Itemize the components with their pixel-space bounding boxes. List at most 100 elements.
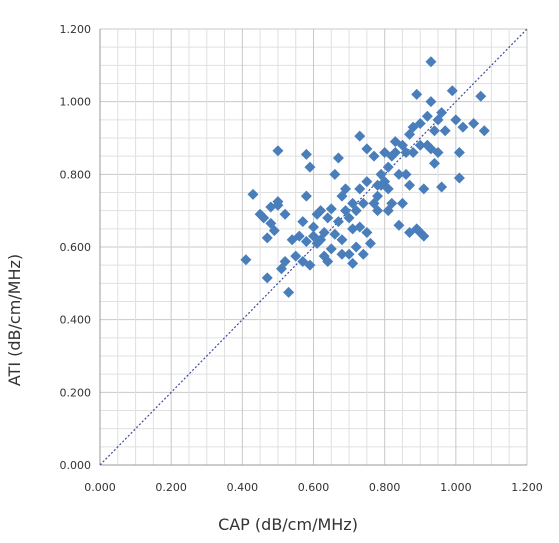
data-point xyxy=(404,179,416,191)
x-tick-label: 0.000 xyxy=(84,481,116,494)
y-tick-label: 1.000 xyxy=(60,96,92,109)
data-point xyxy=(340,183,352,195)
data-point xyxy=(354,183,366,195)
data-point xyxy=(336,234,348,246)
data-point xyxy=(329,228,341,240)
data-point xyxy=(411,88,423,100)
data-point xyxy=(268,225,280,237)
data-point xyxy=(428,157,440,169)
data-point xyxy=(436,107,448,119)
data-point xyxy=(322,256,334,268)
x-tick-label: 0.600 xyxy=(298,481,330,494)
data-point xyxy=(293,230,305,242)
data-points xyxy=(240,56,490,298)
data-point xyxy=(343,212,355,224)
data-point xyxy=(368,150,380,162)
y-tick-label: 0.600 xyxy=(60,241,92,254)
data-point xyxy=(258,212,270,224)
data-point xyxy=(382,183,394,195)
data-point xyxy=(318,226,330,238)
data-point xyxy=(453,147,465,159)
data-point xyxy=(425,96,437,108)
data-point xyxy=(446,85,458,97)
y-axis-ticks: 0.000 0.200 0.400 0.600 0.800 1.000 1.200 xyxy=(60,23,92,472)
data-point xyxy=(261,272,273,284)
data-point xyxy=(322,212,334,224)
x-tick-label: 0.400 xyxy=(227,481,259,494)
data-point xyxy=(372,205,384,217)
data-point xyxy=(400,168,412,180)
data-point xyxy=(354,221,366,233)
x-tick-label: 1.200 xyxy=(511,481,543,494)
data-point xyxy=(272,196,284,208)
data-point xyxy=(332,216,344,228)
x-tick-label: 0.800 xyxy=(369,481,401,494)
data-point xyxy=(279,208,291,220)
data-point xyxy=(393,219,405,231)
data-point xyxy=(414,117,426,129)
data-point xyxy=(283,286,295,298)
data-point xyxy=(300,190,312,202)
data-point xyxy=(389,147,401,159)
y-tick-label: 1.200 xyxy=(60,23,92,36)
data-point xyxy=(272,145,284,157)
data-point xyxy=(247,188,259,200)
data-point xyxy=(478,125,490,137)
data-point xyxy=(300,236,312,248)
data-point xyxy=(450,114,462,126)
data-point xyxy=(350,205,362,217)
data-point xyxy=(457,121,469,133)
y-axis-label: ATI (dB/cm/MHz) xyxy=(5,254,24,386)
data-point xyxy=(382,161,394,173)
data-point xyxy=(372,190,384,202)
reference-line xyxy=(99,28,528,466)
data-point xyxy=(386,197,398,209)
data-point xyxy=(304,259,316,271)
data-point xyxy=(290,250,302,262)
data-point xyxy=(453,172,465,184)
data-point xyxy=(343,248,355,260)
y-tick-label: 0.200 xyxy=(60,386,92,399)
data-point xyxy=(354,130,366,142)
data-point xyxy=(315,205,327,217)
data-point xyxy=(304,161,316,173)
x-tick-label: 0.200 xyxy=(155,481,187,494)
data-point xyxy=(418,230,430,242)
data-point xyxy=(336,248,348,260)
data-point xyxy=(361,226,373,238)
data-point xyxy=(347,257,359,269)
data-point xyxy=(240,254,252,266)
data-point xyxy=(361,176,373,188)
data-point xyxy=(421,110,433,122)
data-point xyxy=(407,147,419,159)
data-point xyxy=(350,241,362,253)
data-point xyxy=(297,216,309,228)
data-point xyxy=(357,248,369,260)
data-point xyxy=(425,56,437,68)
data-point xyxy=(436,181,448,193)
y-tick-label: 0.400 xyxy=(60,314,92,327)
data-point xyxy=(364,237,376,249)
y-tick-label: 0.000 xyxy=(60,459,92,472)
data-point xyxy=(393,168,405,180)
data-point xyxy=(396,197,408,209)
data-point xyxy=(475,90,487,102)
data-point xyxy=(279,256,291,268)
data-point xyxy=(361,143,373,155)
x-axis-ticks: 0.000 0.200 0.400 0.600 0.800 1.000 1.200 xyxy=(84,481,543,494)
data-point xyxy=(428,125,440,137)
data-point xyxy=(414,139,426,151)
data-point xyxy=(439,125,451,137)
data-point xyxy=(325,203,337,215)
x-axis-label: CAP (dB/cm/MHz) xyxy=(218,515,358,534)
x-tick-label: 1.000 xyxy=(440,481,472,494)
data-point xyxy=(332,152,344,164)
data-point xyxy=(300,148,312,160)
y-tick-label: 0.800 xyxy=(60,168,92,181)
data-point xyxy=(400,147,412,159)
data-point xyxy=(261,232,273,244)
data-point xyxy=(468,117,480,129)
data-point xyxy=(418,183,430,195)
data-point xyxy=(308,221,319,233)
